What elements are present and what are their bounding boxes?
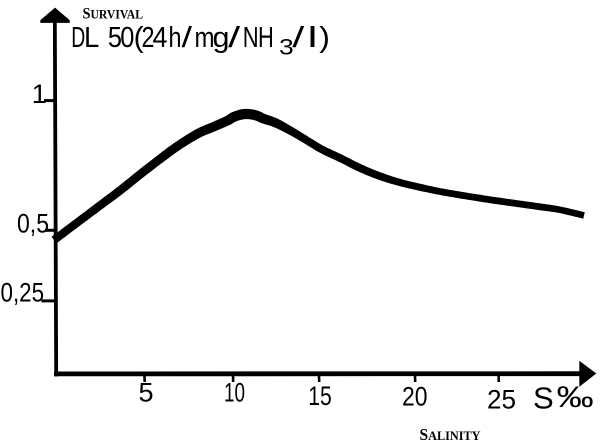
svg-text:): ) — [319, 22, 330, 54]
svg-text:0: 0 — [120, 22, 134, 54]
svg-text:0,5: 0,5 — [17, 209, 49, 239]
svg-text:D: D — [71, 22, 85, 54]
svg-text:3: 3 — [279, 35, 294, 60]
svg-text:25: 25 — [487, 385, 516, 415]
svg-text:/: / — [182, 22, 194, 54]
svg-text:10: 10 — [224, 378, 245, 408]
svg-text:N: N — [243, 22, 259, 54]
svg-text:(: ( — [134, 22, 144, 54]
svg-text:L: L — [84, 22, 99, 54]
svg-text:20: 20 — [402, 382, 428, 412]
svg-text:5: 5 — [108, 22, 122, 54]
svg-text:5: 5 — [139, 378, 154, 408]
svg-text:/: / — [292, 22, 305, 54]
svg-text:H: H — [258, 22, 274, 54]
svg-text:SURVIVAL: SURVIVAL — [83, 6, 144, 23]
svg-text:h: h — [169, 22, 182, 54]
svg-text:‰: ‰ — [557, 381, 594, 414]
svg-text:0,25: 0,25 — [1, 278, 45, 308]
svg-text:l: l — [308, 22, 318, 54]
svg-text:1: 1 — [32, 79, 47, 109]
svg-text:/: / — [228, 22, 241, 54]
svg-text:15: 15 — [308, 381, 332, 411]
svg-text:g: g — [213, 22, 230, 54]
svg-text:m: m — [195, 22, 215, 54]
svg-text:S: S — [533, 380, 554, 415]
svg-text:2: 2 — [142, 22, 155, 54]
svg-text:4: 4 — [153, 22, 168, 54]
svg-text:SALINITY: SALINITY — [420, 425, 482, 442]
